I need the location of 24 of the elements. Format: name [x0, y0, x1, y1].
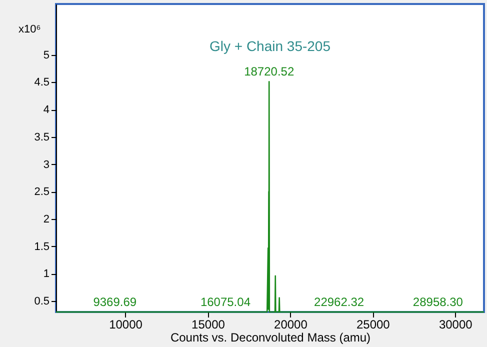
- annotation: 18720.52: [244, 64, 294, 79]
- y-tick-label: 2.5: [34, 186, 50, 198]
- x-tick-label: 15000: [192, 318, 226, 332]
- x-tick-label: 25000: [356, 318, 390, 332]
- annotation: 9369.69: [93, 295, 137, 309]
- y-tick-label: 1: [43, 268, 50, 280]
- y-tick-label: 3.5: [34, 131, 50, 144]
- annotation: 22962.32: [314, 295, 364, 309]
- annotation: 16075.04: [200, 295, 251, 309]
- x-tick-label: 30000: [438, 318, 473, 332]
- y-tick-label: 1.5: [34, 240, 50, 253]
- x-axis-title: Counts vs. Deconvoluted Mass (amu): [170, 330, 371, 344]
- text: Gly + Chain 35-205: [209, 38, 331, 54]
- line-series: [55, 81, 485, 313]
- y-tick-label: 2: [43, 214, 50, 226]
- y-axis-title: x10⁶: [18, 24, 41, 36]
- y-tick-label: 3: [43, 158, 50, 171]
- x-tick-label: 20000: [274, 318, 308, 332]
- x-tick-label: 10000: [109, 318, 143, 332]
- annotation: 28958.30: [412, 295, 464, 309]
- y-tick-label: 4.5: [34, 76, 50, 89]
- y-tick-label: 4: [43, 104, 50, 116]
- y-tick-label: 5: [43, 49, 50, 62]
- y-tick-label: 0.5: [34, 296, 50, 308]
